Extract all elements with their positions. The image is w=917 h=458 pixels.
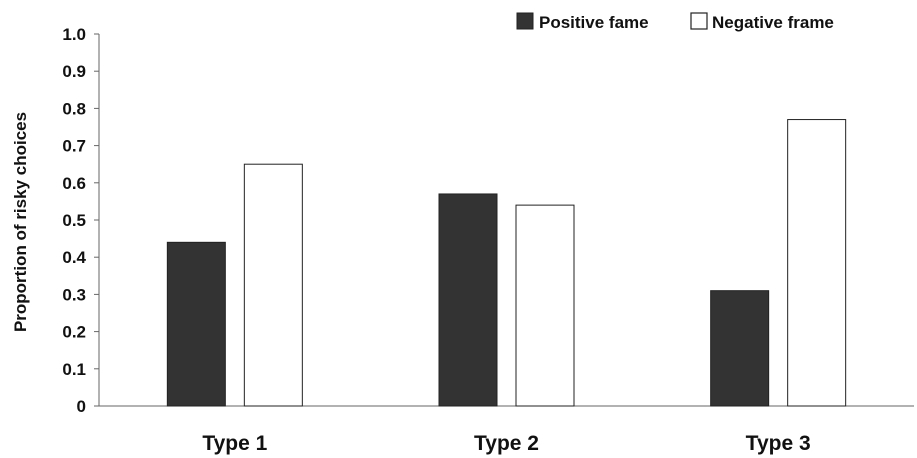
y-tick-label: 0.2 xyxy=(62,323,86,342)
y-axis-title: Proportion of risky choices xyxy=(11,112,30,332)
bars xyxy=(166,119,847,407)
y-tick-label: 0.8 xyxy=(62,99,86,118)
legend-label-positive: Positive fame xyxy=(539,13,649,32)
legend-swatch-negative xyxy=(690,12,708,30)
y-tick-label: 0.7 xyxy=(62,137,86,156)
bar-negative xyxy=(787,119,847,407)
y-tick-label: 0.1 xyxy=(62,360,86,379)
x-category-label: Type 3 xyxy=(746,432,811,455)
y-tick-label: 0.3 xyxy=(62,285,86,304)
y-tick-label: 0.4 xyxy=(62,248,86,267)
x-category-label: Type 2 xyxy=(474,432,539,455)
bar-negative xyxy=(243,163,303,407)
legend: Positive fame Negative frame xyxy=(516,12,834,32)
x-labels: Type 1 Type 2 Type 3 xyxy=(202,432,810,455)
bar-positive xyxy=(710,290,770,407)
y-tick-label: 0 xyxy=(77,397,86,416)
legend-label-negative: Negative frame xyxy=(712,13,834,32)
y-tick-label: 0.9 xyxy=(62,62,86,81)
bar-positive xyxy=(166,241,226,407)
y-tick-label: 1.0 xyxy=(62,25,86,44)
y-ticks: 0 0.1 0.2 0.3 0.4 0.5 0.6 0.7 0.8 0.9 1.0 xyxy=(62,25,99,416)
legend-swatch-positive xyxy=(516,12,534,30)
bar-negative xyxy=(515,204,575,407)
x-category-label: Type 1 xyxy=(202,432,267,455)
y-tick-label: 0.6 xyxy=(62,174,86,193)
bar-positive xyxy=(438,193,498,407)
y-tick-label: 0.5 xyxy=(62,211,86,230)
